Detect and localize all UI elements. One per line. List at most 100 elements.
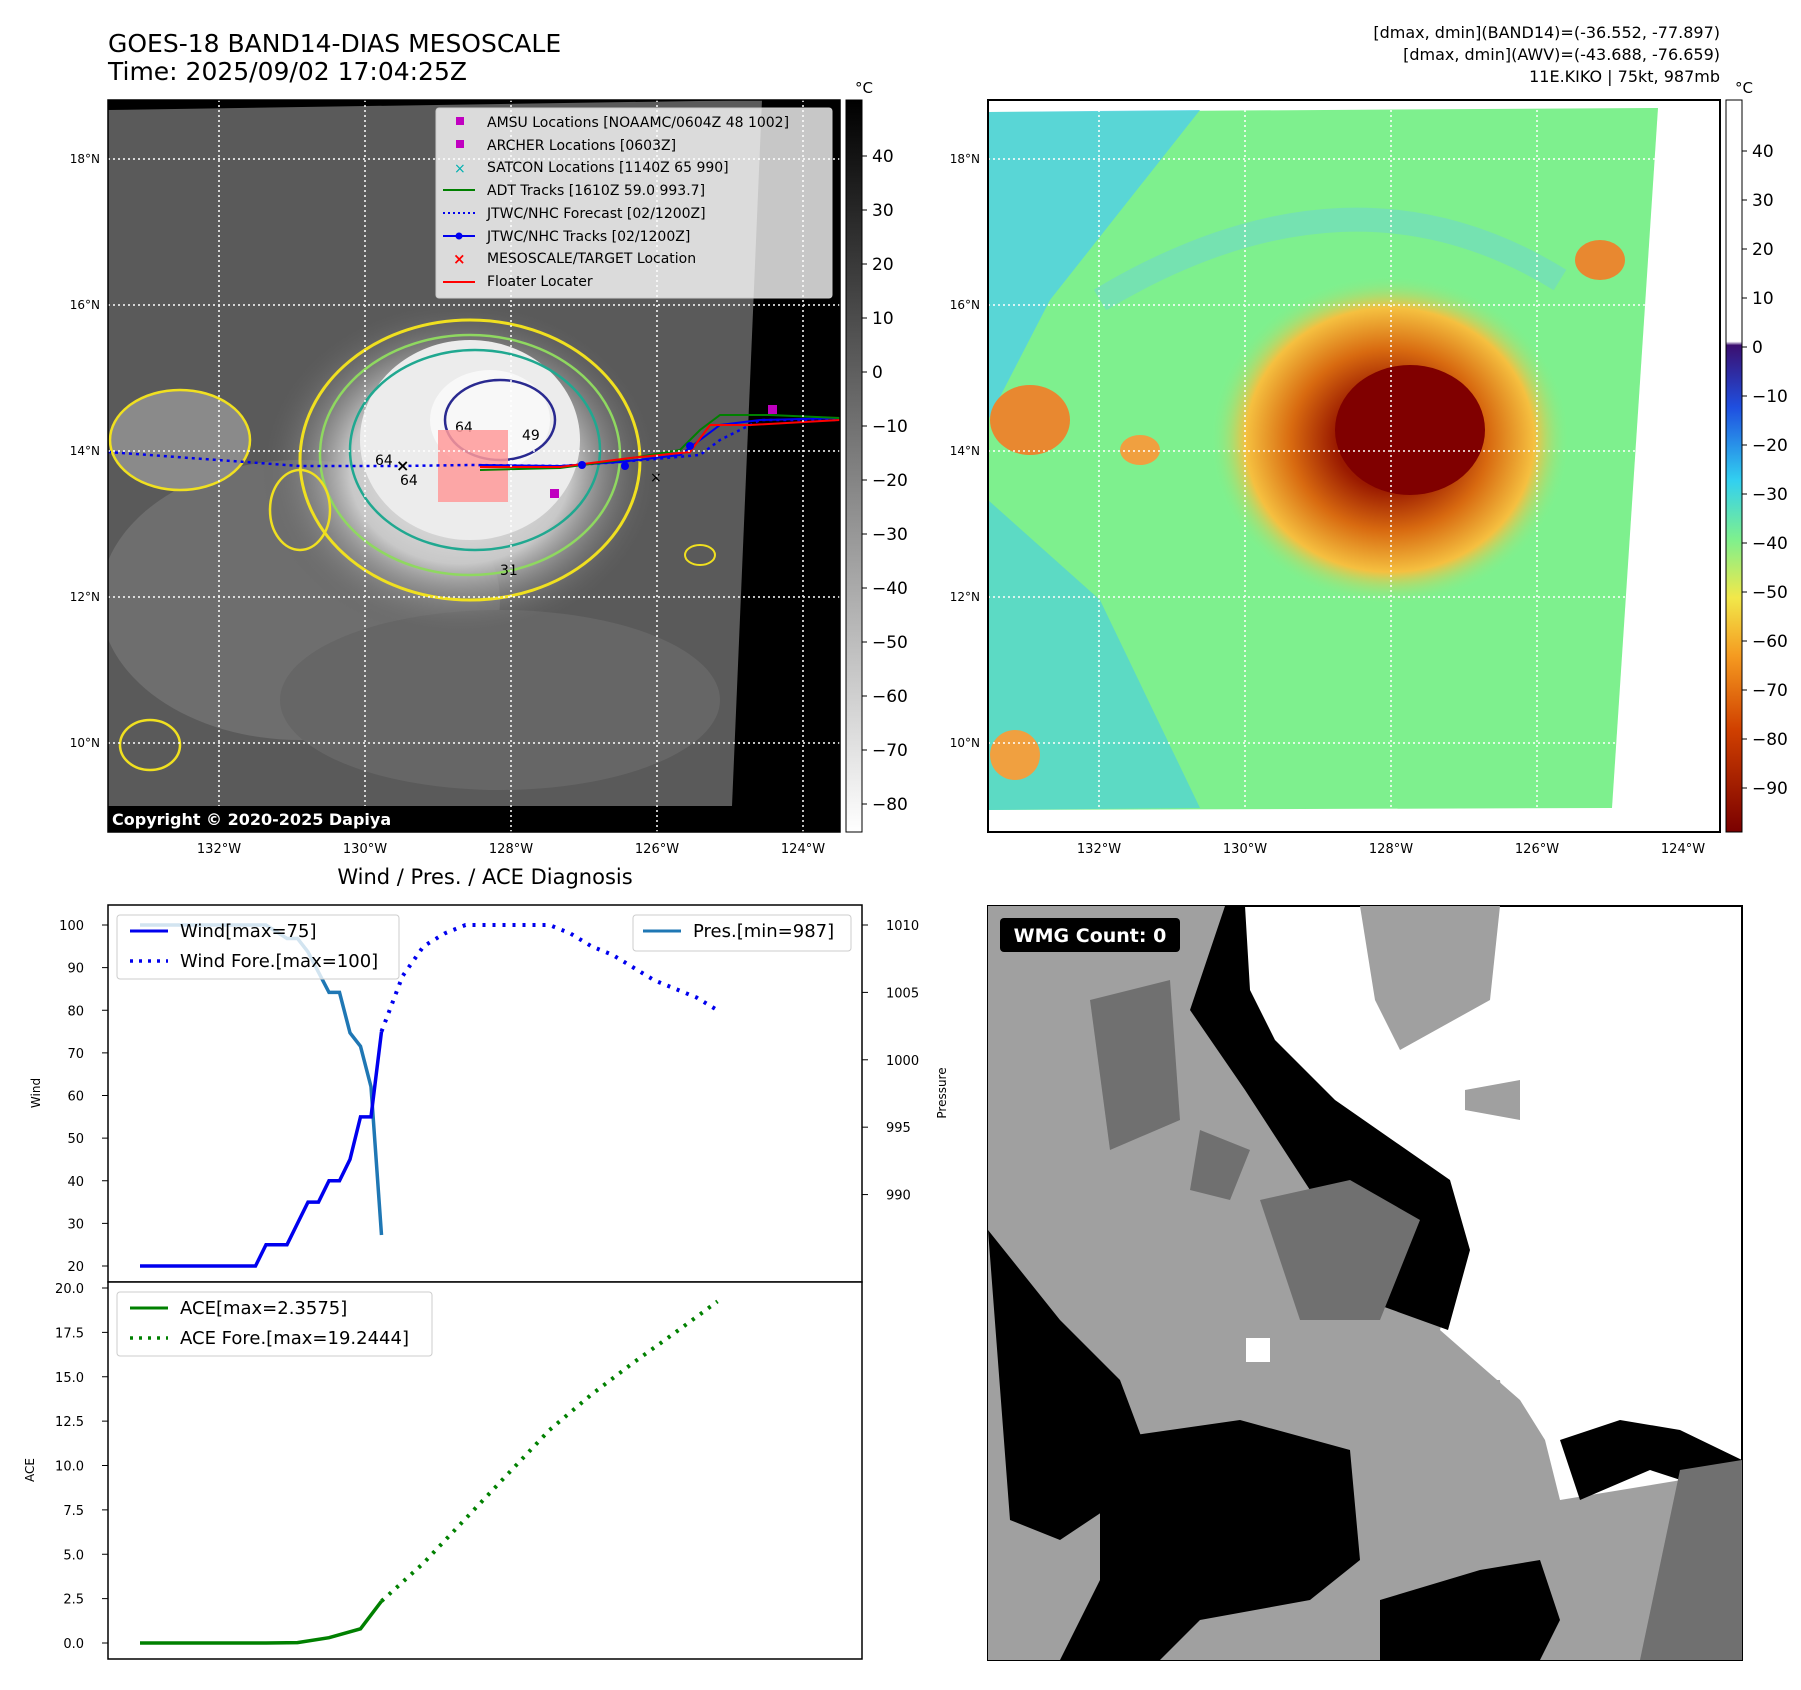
ace-ytick-label: 5.0 [63,1548,84,1563]
awv-map-lon-labels: 132°W 130°W 128°W 126°W 124°W [1077,842,1705,857]
colorbar-tick-label: −90 [1752,779,1788,799]
legend-label: MESOSCALE/TARGET Location [487,251,696,267]
pressure-ytick-label: 1000 [886,1054,919,1069]
colorbar-tick-label: −20 [1752,436,1788,456]
info-band14: [dmax, dmin](BAND14)=(-36.552, -77.897) [1373,23,1720,42]
ace-ytick-label: 7.5 [63,1504,84,1519]
colorbar-tick-label: −70 [1752,681,1788,701]
legend-wind-label: Wind[max=75] [180,921,317,942]
lat-label: 18°N [950,152,980,166]
ace-ytick-label: 2.5 [63,1593,84,1608]
colorbar-tick-label: −70 [872,741,908,761]
colorbar-tick-label: −30 [872,525,908,545]
colorbar-tick-label: −80 [872,795,908,815]
wind-ytick-label: 20 [67,1260,84,1275]
colorbar-tick-label: −50 [872,633,908,653]
wind-ytick-label: 30 [67,1217,84,1232]
lon-label: 128°W [489,842,533,857]
contour-label: 64 [400,473,418,489]
pressure-ytick-label: 990 [886,1189,911,1204]
colorbar-tick-label: −60 [872,687,908,707]
wind-ytick-label: 40 [67,1175,84,1190]
colorbar-unit: °C [855,79,873,97]
lat-label: 16°N [950,298,980,312]
colorbar-tick-label: 30 [1752,191,1774,211]
wmg-count-badge [1000,918,1180,952]
colorbar-unit: °C [1735,79,1753,97]
colorbar-tick-label: 0 [872,363,883,383]
ir-colorbar: °C 40 30 20 10 0 −10 −20 −30 −40 −50 −60 −70 −80 [845,79,908,833]
wind-ytick-label: 100 [59,919,84,934]
lat-label: 16°N [70,298,100,312]
amsu-marker [550,489,559,498]
figure-title: GOES-18 BAND14-DIAS MESOSCALE [108,29,561,58]
legend-wind-fore-label: Wind Fore.[max=100] [180,951,378,972]
lon-label: 126°W [1515,842,1559,857]
colorbar-tick-label: 30 [872,201,894,221]
colorbar-tick-label: −10 [872,417,908,437]
pressure-ytick-label: 1010 [886,919,919,934]
lon-label: 124°W [1661,842,1705,857]
colorbar-tick-label: 40 [872,147,894,167]
satcon-marker: × [650,470,662,486]
info-awv: [dmax, dmin](AWV)=(-43.688, -76.659) [1403,45,1720,64]
lon-label: 128°W [1369,842,1413,857]
colorbar-tick-label: −60 [1752,632,1788,652]
lat-label: 14°N [70,444,100,458]
legend-ace-fore-label: ACE Fore.[max=19.2444] [180,1328,409,1349]
pressure-axis-label: Pressure [935,1067,949,1118]
legend-label: JTWC/NHC Forecast [02/1200Z] [486,206,706,222]
colorbar-tick-label: 0 [1752,338,1763,358]
colorbar-tick-label: −30 [1752,485,1788,505]
pressure-legend [632,914,852,952]
lon-label: 126°W [635,842,679,857]
legend-label: SATCON Locations [1140Z 65 990] [487,160,729,176]
ace-chart: 20.0 17.5 15.0 12.5 10.0 7.5 5.0 2.5 0.0 ACE ACE… [23,1281,863,1660]
awv-map-panel: 18°N 16°N 14°N 12°N 10°N 132°W 130°W 128… [950,79,1788,857]
colorbar-tick-label: −40 [1752,534,1788,554]
colorbar-tick-label: 10 [1752,289,1774,309]
track-legend: × × AMSU Locations [NOAAMC/0604Z 48 1002… [435,107,833,299]
ace-axis-label: ACE [23,1458,37,1482]
lon-label: 130°W [1223,842,1267,857]
colorbar-tick-label: 40 [1752,142,1774,162]
legend-label: AMSU Locations [NOAAMC/0604Z 48 1002] [487,115,789,131]
colorbar-tick-label: −40 [872,579,908,599]
legend-ace-label: ACE[max=2.3575] [180,1298,347,1319]
legend-amsu-icon [456,117,464,125]
legend-label: JTWC/NHC Tracks [02/1200Z] [486,229,690,245]
wind-ytick-label: 50 [67,1132,84,1147]
lat-label: 10°N [70,736,100,750]
pressure-ytick-label: 1005 [886,986,919,1001]
lon-label: 132°W [197,842,241,857]
lat-label: 12°N [70,590,100,604]
wind-ytick-label: 70 [67,1047,84,1062]
ace-ytick-label: 0.0 [63,1637,84,1652]
awv-map-grid [988,100,1720,832]
floater-track-line [480,419,840,468]
diagnosis-title: Wind / Pres. / ACE Diagnosis [337,865,632,889]
colorbar-tick-label: −10 [1752,387,1788,407]
legend-archer-icon [456,140,464,148]
legend-label: Floater Locater [487,274,593,290]
ir-map-lon-labels: 132°W 130°W 128°W 126°W 124°W [197,842,825,857]
lon-label: 130°W [343,842,387,857]
ace-ytick-label: 12.5 [55,1415,84,1430]
contour-label: 49 [522,428,540,444]
wind-forecast-series-line [379,923,719,1033]
figure-time: Time: 2025/09/02 17:04:25Z [107,57,467,86]
wind-series-line [140,1031,384,1268]
ir-map-panel: 64 64 49 64 31 × × [70,79,908,857]
wind-legend [116,914,400,980]
lat-label: 12°N [950,590,980,604]
legend-label: ADT Tracks [1610Z 59.0 993.7] [487,183,705,199]
lon-label: 124°W [781,842,825,857]
wind-ytick-label: 60 [67,1090,84,1105]
colorbar-tick-label: 20 [1752,240,1774,260]
ace-series-line [140,1600,383,1645]
wind-ytick-label: 80 [67,1004,84,1019]
colorbar-tick-label: −80 [1752,730,1788,750]
colorbar-tick-label: 10 [872,309,894,329]
ace-ytick-label: 17.5 [55,1326,84,1341]
